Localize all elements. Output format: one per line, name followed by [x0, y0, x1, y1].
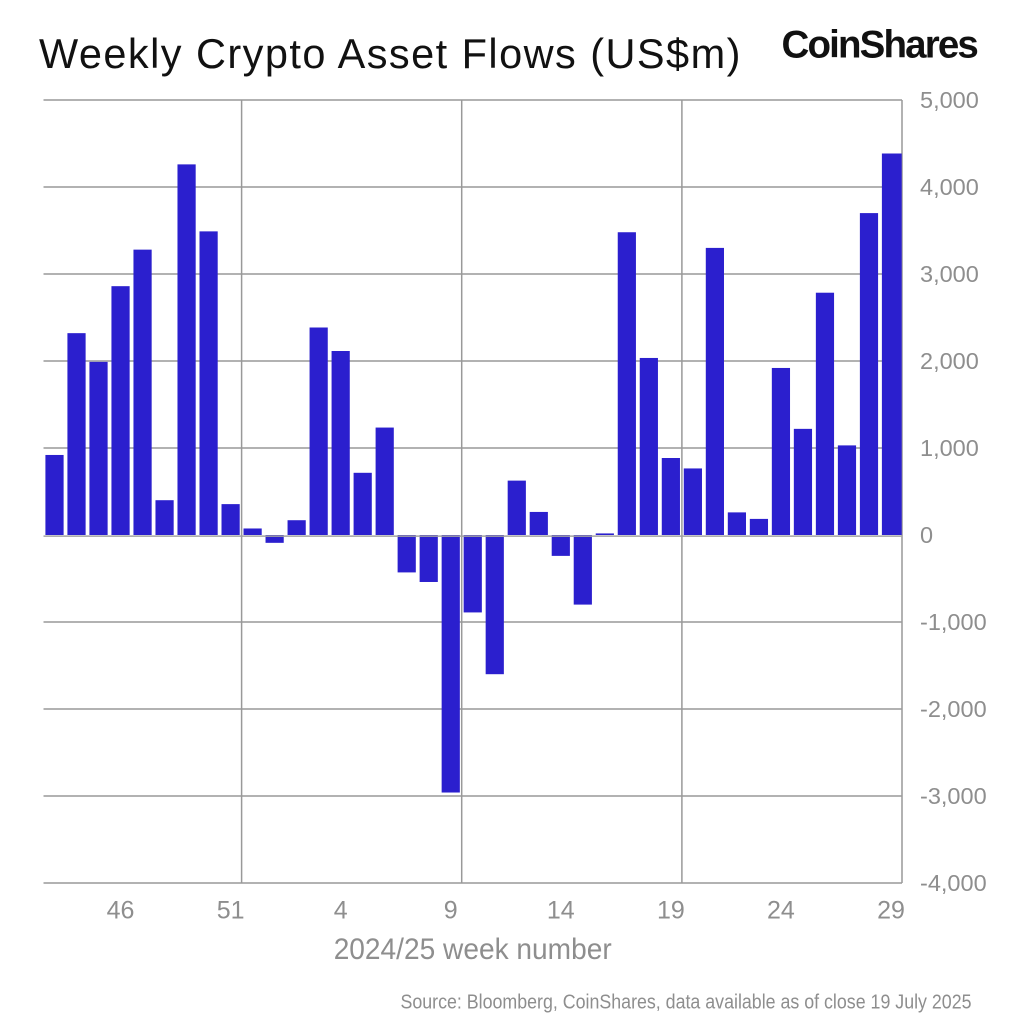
svg-text:3,000: 3,000 [920, 261, 979, 287]
svg-text:4: 4 [334, 897, 348, 925]
svg-text:-2,000: -2,000 [920, 696, 987, 722]
svg-text:1,000: 1,000 [920, 435, 979, 461]
svg-text:9: 9 [444, 897, 458, 925]
svg-text:51: 51 [217, 897, 245, 925]
svg-text:24: 24 [767, 897, 795, 925]
svg-text:Source: Bloomberg, CoinShares,: Source: Bloomberg, CoinShares, data avai… [401, 992, 972, 1014]
svg-text:46: 46 [107, 897, 135, 925]
svg-text:4,000: 4,000 [920, 174, 979, 200]
svg-text:-3,000: -3,000 [920, 783, 987, 809]
svg-text:-1,000: -1,000 [920, 609, 987, 635]
svg-text:2024/25 week number: 2024/25 week number [334, 933, 612, 966]
svg-text:5,000: 5,000 [920, 87, 979, 113]
svg-text:CoinShares: CoinShares [782, 24, 978, 67]
svg-text:Weekly Crypto Asset Flows (US$: Weekly Crypto Asset Flows (US$m) [39, 30, 742, 77]
svg-text:29: 29 [877, 897, 905, 925]
svg-text:-4,000: -4,000 [920, 870, 987, 896]
svg-text:2,000: 2,000 [920, 348, 979, 374]
svg-text:19: 19 [657, 897, 685, 925]
svg-text:14: 14 [547, 897, 575, 925]
svg-text:0: 0 [920, 522, 933, 548]
